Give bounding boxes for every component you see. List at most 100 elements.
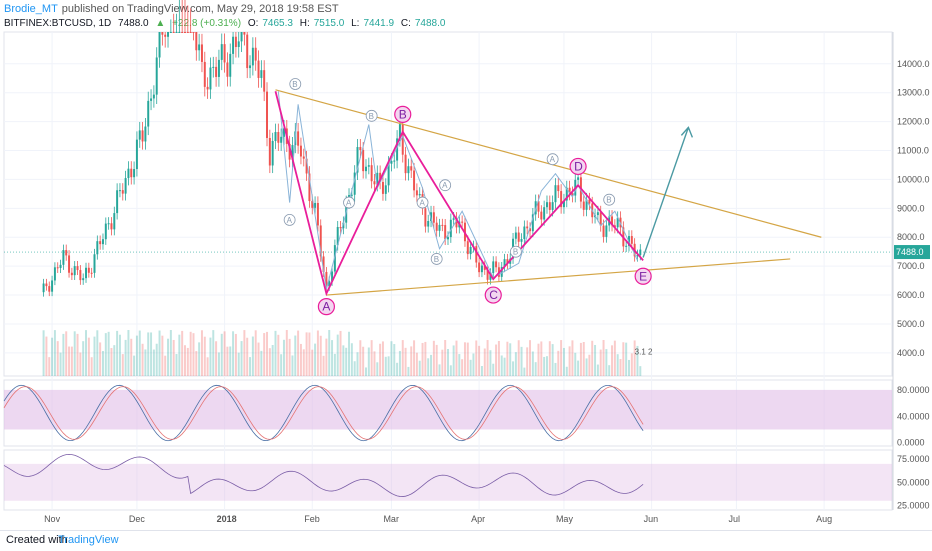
sub-label-a: A [346,199,352,208]
candle-body [438,224,441,231]
candle-body [167,32,170,37]
volume-bar [509,343,512,376]
candle-body [56,267,59,269]
volume-bar [497,340,500,376]
volume-bar [181,330,184,376]
rsi-tick-label: 50.0000 [897,477,930,487]
candle-body [466,241,469,255]
volume-bar [622,342,625,376]
candle-body [93,254,96,273]
candle-body [407,166,410,174]
candle-body [517,232,520,242]
candle-body [200,44,203,62]
volume-bar [447,348,449,376]
volume-bar [410,346,413,376]
tradingview-logo[interactable]: TradingView [58,534,119,546]
candle-body [636,254,639,257]
volume-bar [339,330,342,376]
volume-bar [568,346,571,376]
candle-body [302,156,305,159]
candle-body [282,128,285,137]
symbol-name[interactable]: BITFINEX:BTCUSD, 1D [4,18,112,29]
candle-body [209,67,212,90]
last-price-label: 7488.0 [896,247,924,257]
candle-body [246,34,249,69]
volume-bar [138,330,141,376]
x-tick-label: May [556,514,574,524]
volume-bar [209,337,212,376]
candle-body [418,194,421,196]
author-link[interactable]: Brodie_MT [4,3,58,15]
volume-bar [636,345,639,376]
sub-label-a: A [550,155,556,164]
candle-body [118,190,121,192]
y-tick-label: 12000.0 [897,117,930,127]
sub-label-b: B [606,196,611,205]
candle-body [99,241,102,245]
volume-bar [299,343,302,376]
candle-body [427,220,430,227]
candle-body [232,36,235,54]
candle-body [175,32,178,33]
volume-bar [540,341,543,376]
candle-body [181,32,184,33]
stochastic-band [4,389,892,430]
rsi-panel [3,449,893,511]
sub-label-circle [430,253,443,265]
volume-bar [322,355,325,376]
volume-bar [574,352,577,376]
candle-body [158,32,161,58]
candle-body [339,227,342,229]
sub-label-circle [289,78,302,90]
volume-bar [93,336,96,376]
candle-body [404,154,407,174]
candle-body [53,267,56,281]
volume-bar [579,342,582,376]
candle-body [229,53,232,77]
candle-body [206,86,209,90]
volume-bar [302,349,305,376]
candle-body [616,217,619,228]
candle-body [101,239,104,245]
volume-bar [141,343,144,376]
candle-body [359,147,362,151]
candle-body [396,138,399,161]
candle-body [138,130,141,140]
volume-bar [478,345,481,376]
candle-body [308,173,311,202]
volume-marker-label: 3.1 2 [635,347,653,356]
candle-body [130,168,133,178]
volume-bar [68,346,71,376]
chart-canvas[interactable]: 4000.0 5000.0 6000.0 7000.0 8000.0 9000.0 1000… [0,0,932,530]
volume-bar [611,345,614,376]
candle-body [424,208,427,227]
volume-bar [526,347,529,376]
volume-bar [492,363,495,376]
volume-bar [274,330,277,376]
candle-body [251,47,254,66]
candle-body [551,202,554,210]
candle-body [314,202,317,208]
candle-body [398,124,401,139]
volume-bar [613,340,616,376]
volume-bar [308,332,311,376]
candle-body [121,190,124,194]
volume-bar [529,340,532,376]
rsi-tick-label: 25.0000 [897,500,930,510]
volume-bar [639,366,642,376]
candle-body [280,136,283,143]
y-tick-label: 8000.0 [897,232,925,242]
candle-body [611,216,614,226]
candle-body [59,264,62,268]
volume-bar [537,343,540,376]
candle-body [297,131,300,146]
volume-bar [104,333,107,376]
lower-trendline [326,258,791,296]
pattern-label-circle [634,267,652,285]
sub-label-circle [509,245,522,258]
candle-body [455,218,458,228]
volume-bar [390,341,393,376]
candle-body [299,145,302,157]
open-label: O: [247,18,259,29]
last-price: 7488.0 [118,18,149,29]
